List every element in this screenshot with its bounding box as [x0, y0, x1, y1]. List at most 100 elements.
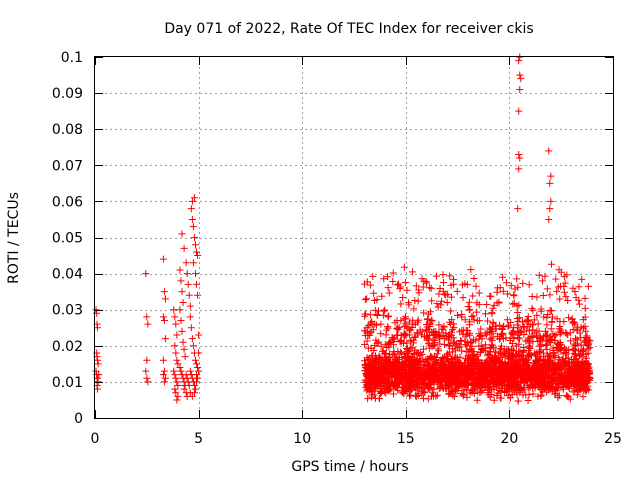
data-point [578, 348, 586, 356]
data-point [440, 323, 448, 331]
data-point [450, 392, 458, 400]
data-point [496, 284, 504, 292]
data-point [566, 377, 574, 385]
data-point [449, 345, 457, 353]
data-point [560, 344, 568, 352]
data-point [439, 354, 447, 362]
data-point [407, 382, 415, 390]
data-point [556, 345, 564, 353]
data-point [160, 288, 168, 296]
data-point [404, 354, 412, 362]
data-point [460, 387, 468, 395]
data-point [395, 323, 403, 331]
data-point [517, 352, 525, 360]
data-point [382, 357, 390, 365]
data-point [425, 310, 433, 318]
data-point [572, 341, 580, 349]
data-point [399, 293, 407, 301]
data-point [436, 340, 444, 348]
data-point [398, 388, 406, 396]
data-point [435, 332, 443, 340]
data-point [399, 384, 407, 392]
data-point [407, 381, 415, 389]
data-point [502, 279, 510, 287]
data-point [183, 270, 191, 278]
data-point [362, 384, 370, 392]
data-point [534, 320, 542, 328]
data-point [396, 380, 404, 388]
data-point [382, 369, 390, 377]
data-point [381, 306, 389, 314]
data-point [506, 361, 514, 369]
data-point [434, 345, 442, 353]
data-point [422, 278, 430, 286]
data-point [580, 385, 588, 393]
data-point [575, 352, 583, 360]
data-point [581, 294, 589, 302]
data-point [475, 330, 483, 338]
data-point [411, 321, 419, 329]
data-point [372, 336, 380, 344]
data-point [394, 331, 402, 339]
data-point [488, 336, 496, 344]
data-point [486, 393, 494, 401]
data-point [362, 310, 370, 318]
data-point [571, 350, 579, 358]
data-point [424, 315, 432, 323]
data-point [370, 289, 378, 297]
data-point [574, 377, 582, 385]
data-point [534, 338, 542, 346]
data-point [433, 376, 441, 384]
data-point [505, 346, 513, 354]
data-point [417, 331, 425, 339]
data-point [402, 320, 410, 328]
data-point [93, 374, 101, 382]
data-point [447, 362, 455, 370]
data-point [532, 371, 540, 379]
data-point [433, 391, 441, 399]
data-point [475, 301, 483, 309]
data-point [93, 324, 101, 332]
data-point [403, 348, 411, 356]
data-point [521, 357, 529, 365]
data-point [532, 357, 540, 365]
data-point [425, 381, 433, 389]
data-point [495, 369, 503, 377]
data-point [171, 385, 179, 393]
data-point [419, 283, 427, 291]
data-point [534, 380, 542, 388]
data-point [484, 317, 492, 325]
data-point [501, 371, 509, 379]
data-point [191, 385, 199, 393]
data-point [161, 295, 169, 303]
data-point [393, 360, 401, 368]
data-point [513, 275, 521, 283]
data-point [514, 205, 522, 213]
data-point [365, 321, 373, 329]
data-point [515, 165, 523, 173]
data-point [428, 297, 436, 305]
data-point [461, 280, 469, 288]
x-tick-label: 0 [91, 431, 100, 447]
data-point [482, 341, 490, 349]
data-point [447, 339, 455, 347]
data-point [438, 377, 446, 385]
data-point [427, 366, 435, 374]
data-point [549, 365, 557, 373]
data-point [524, 396, 532, 404]
data-point [525, 327, 533, 335]
data-point [387, 366, 395, 374]
data-point [514, 362, 522, 370]
data-point [432, 392, 440, 400]
data-point [578, 275, 586, 283]
data-point [177, 277, 185, 285]
data-point [194, 363, 202, 371]
data-point [144, 320, 152, 328]
data-point [363, 295, 371, 303]
data-point [515, 340, 523, 348]
data-point [413, 356, 421, 364]
data-point [579, 324, 587, 332]
data-point [369, 272, 377, 280]
data-point [484, 381, 492, 389]
data-point [172, 374, 180, 382]
